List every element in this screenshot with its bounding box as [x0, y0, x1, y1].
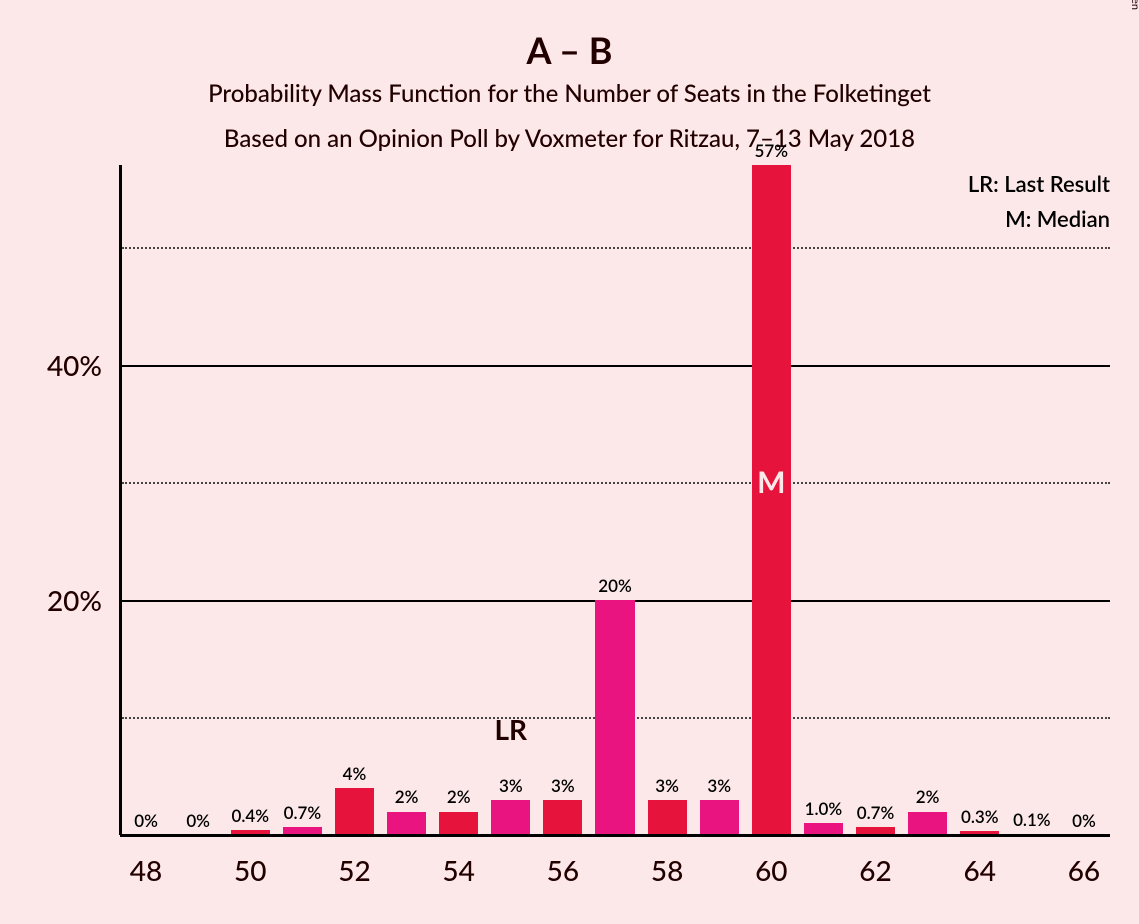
- gridline: [122, 482, 1110, 484]
- bar: [700, 800, 739, 835]
- bar: [908, 812, 947, 836]
- x-tick-label: 52: [324, 853, 384, 887]
- x-tick-label: 54: [429, 853, 489, 887]
- x-tick-label: 60: [741, 853, 801, 887]
- bar-value-label: 0.3%: [954, 806, 1006, 827]
- bar-value-label: 57%: [745, 140, 797, 161]
- bar-value-label: 0%: [1058, 810, 1110, 831]
- gridline: [122, 247, 1110, 249]
- chart-subtitle: Probability Mass Function for the Number…: [0, 79, 1139, 108]
- x-tick-label: 50: [220, 853, 280, 887]
- x-tick-label: 62: [846, 853, 906, 887]
- bar-value-label: 1.0%: [797, 798, 849, 819]
- bar: [648, 800, 687, 835]
- bar-value-label: 3%: [485, 775, 537, 796]
- bar-value-label: 2%: [902, 786, 954, 807]
- bar: [335, 788, 374, 835]
- bar-value-label: 3%: [537, 775, 589, 796]
- bar: [595, 600, 634, 835]
- bar: [543, 800, 582, 835]
- chart-annotation: LR: [485, 712, 537, 746]
- bar: [439, 812, 478, 836]
- chart-subtitle: Based on an Opinion Poll by Voxmeter for…: [0, 124, 1139, 153]
- y-axis-line: [119, 165, 122, 835]
- bar-value-label: 4%: [328, 763, 380, 784]
- gridline: [122, 365, 1110, 367]
- bar-value-label: 3%: [641, 775, 693, 796]
- bar-value-label: 20%: [589, 575, 641, 596]
- y-tick-label: 20%: [0, 583, 102, 617]
- x-tick-label: 64: [950, 853, 1010, 887]
- x-tick-label: 56: [533, 853, 593, 887]
- bar-value-label: 0.7%: [276, 802, 328, 823]
- x-axis-line: [120, 834, 1110, 837]
- x-tick-label: 48: [116, 853, 176, 887]
- bar-chart: 0%0%0.4%0.7%4%2%2%3%3%20%3%3%57%1.0%0.7%…: [120, 165, 1110, 835]
- bar: [491, 800, 530, 835]
- x-tick-label: 58: [637, 853, 697, 887]
- bar: [387, 812, 426, 836]
- y-tick-label: 40%: [0, 348, 102, 382]
- x-tick-label: 66: [1054, 853, 1114, 887]
- bar-value-label: 2%: [381, 786, 433, 807]
- bar-value-label: 3%: [693, 775, 745, 796]
- bar-value-label: 0.1%: [1006, 809, 1058, 830]
- bar-value-label: 0.4%: [224, 805, 276, 826]
- copyright-notice: © 2019 Filip van Laenen: [1129, 0, 1139, 10]
- chart-title: A – B: [0, 28, 1139, 72]
- bar-value-label: 0.7%: [849, 802, 901, 823]
- chart-annotation: M: [745, 464, 797, 500]
- bar-value-label: 0%: [172, 810, 224, 831]
- bar-value-label: 2%: [433, 786, 485, 807]
- bar-value-label: 0%: [120, 810, 172, 831]
